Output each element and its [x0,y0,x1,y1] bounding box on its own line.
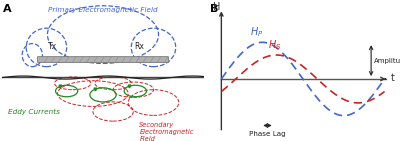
Text: H: H [213,2,220,12]
FancyBboxPatch shape [37,57,169,63]
Text: Primary Electromagnetic Field: Primary Electromagnetic Field [48,6,158,13]
Text: B: B [210,4,218,14]
Text: Phase Lag: Phase Lag [249,131,286,137]
Text: Tx: Tx [48,42,57,51]
Text: Secondary
Electromagnetic
Field: Secondary Electromagnetic Field [139,122,194,141]
Text: Eddy Currents: Eddy Currents [8,108,60,115]
Text: Amplitude: Amplitude [374,58,400,64]
Text: $H_P$: $H_P$ [250,26,263,39]
Text: t: t [390,73,394,82]
Text: Rx: Rx [134,42,144,51]
Text: A: A [3,4,12,14]
Text: $H_S$: $H_S$ [268,38,281,52]
